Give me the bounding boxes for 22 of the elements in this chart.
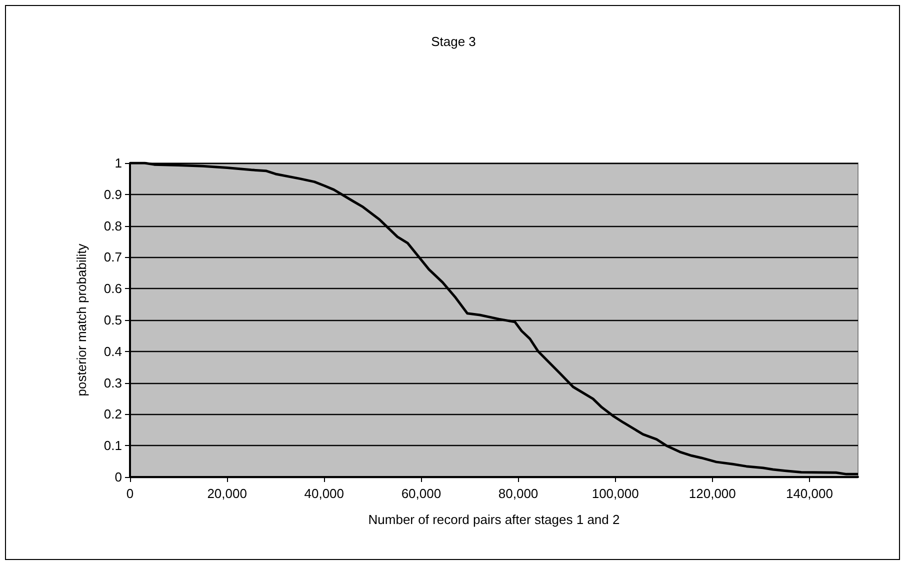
y-tick-label: 0.7 [104, 250, 122, 265]
x-tick-label: 60,000 [401, 486, 442, 501]
x-tick-label: 0 [126, 486, 134, 501]
y-tick-label: 0.3 [104, 375, 122, 390]
y-tick-label: 0 [114, 470, 122, 484]
x-tick-label: 120,000 [688, 486, 736, 501]
x-tick-label: 140,000 [786, 486, 833, 501]
y-axis-title: posterior match probability [74, 243, 89, 396]
y-tick-label: 0.9 [104, 186, 122, 202]
y-tick-label: 0.6 [104, 281, 122, 296]
y-tick-label: 0.5 [104, 312, 122, 328]
x-tick-label: 20,000 [207, 486, 247, 501]
y-tick-label: 0.8 [104, 218, 122, 234]
x-tick-label: 80,000 [498, 486, 538, 501]
y-tick-label: 0.4 [104, 344, 122, 359]
y-tick-label: 1 [114, 156, 122, 170]
y-tick-label: 0.1 [104, 438, 122, 454]
x-tick-label: 40,000 [304, 486, 344, 501]
y-tick-label: 0.2 [104, 406, 122, 422]
chart-title: Stage 3 [431, 34, 476, 49]
x-axis-title: Number of record pairs after stages 1 and 2 [368, 512, 620, 527]
x-tick-label: 100,000 [592, 486, 639, 501]
